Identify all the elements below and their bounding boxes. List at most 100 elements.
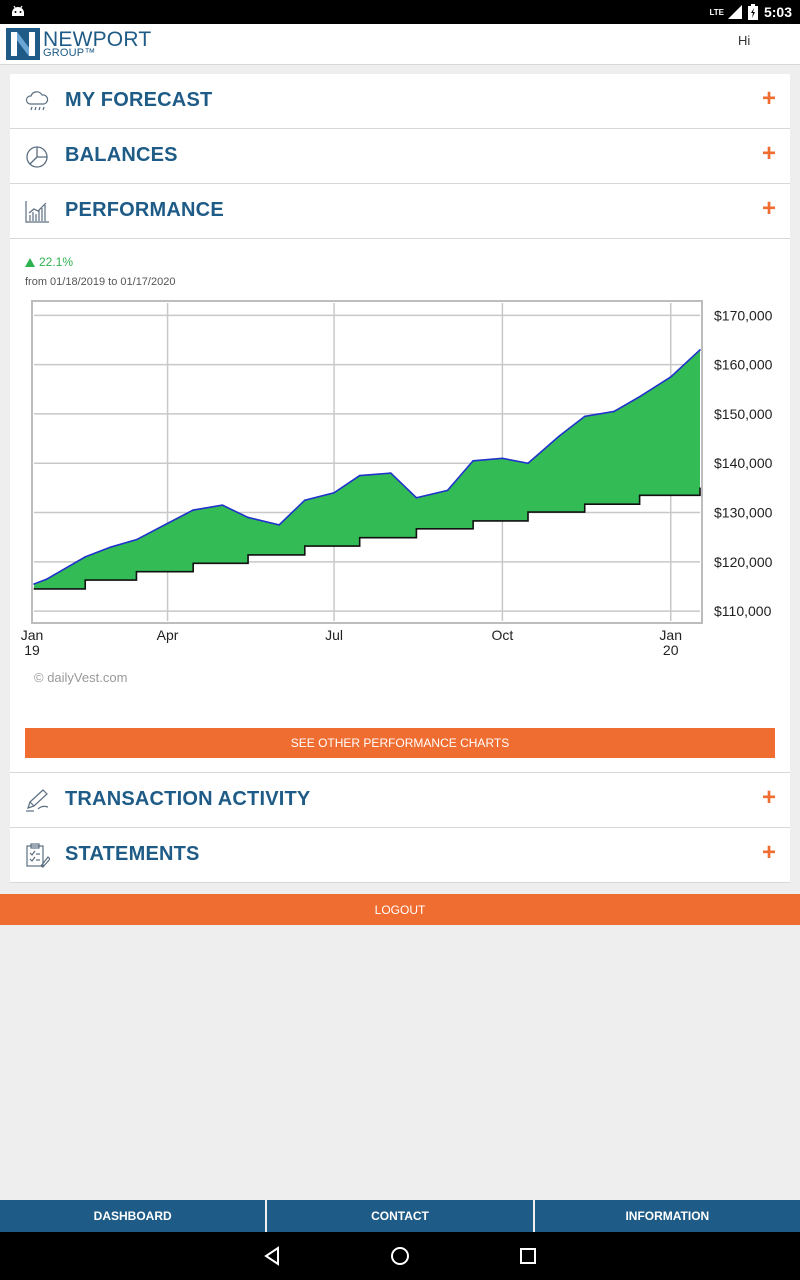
y-tick-label: $120,000 xyxy=(714,554,773,570)
app-header: NEWPORT GROUP™ Hi xyxy=(0,24,800,65)
expand-plus-icon[interactable]: + xyxy=(761,140,776,167)
y-tick-label: $130,000 xyxy=(714,505,773,521)
network-type: LTE xyxy=(709,7,724,17)
portfolio-point xyxy=(527,462,529,465)
clock: 5:03 xyxy=(763,4,792,20)
portfolio-point xyxy=(669,376,672,378)
y-tick-label: $140,000 xyxy=(714,455,773,471)
battery-icon xyxy=(747,4,758,20)
contribution-point xyxy=(192,562,194,564)
x-tick-label: Jan 19 xyxy=(21,627,44,658)
portfolio-point xyxy=(613,410,615,413)
section-label: TRANSACTION ACTIVITY xyxy=(65,788,311,810)
newport-logo-mark-icon xyxy=(6,28,40,60)
tab-contact[interactable]: CONTACT xyxy=(267,1200,533,1232)
x-tick-label: Oct xyxy=(492,627,514,643)
portfolio-point xyxy=(33,583,35,585)
x-tick-label: Apr xyxy=(157,627,179,643)
logout-button[interactable]: LOGOUT xyxy=(0,894,800,925)
contribution-point xyxy=(33,588,35,590)
portfolio-point xyxy=(221,504,224,506)
section-statements[interactable]: STATEMENTS + xyxy=(10,828,790,883)
bar-chart-icon xyxy=(25,201,49,223)
portfolio-point xyxy=(358,474,361,477)
accordion-panel: MY FORECAST + BALANCES + PERFORMANCE + 2… xyxy=(10,74,790,883)
portfolio-point xyxy=(415,496,418,499)
tab-dashboard[interactable]: DASHBOARD xyxy=(0,1200,266,1232)
expand-plus-icon[interactable]: + xyxy=(761,85,776,112)
section-transaction-activity[interactable]: TRANSACTION ACTIVITY + xyxy=(10,773,790,828)
portfolio-point xyxy=(46,578,48,580)
performance-change-value: 22.1% xyxy=(39,255,74,269)
performance-change: 22.1% xyxy=(25,255,73,269)
y-tick-label: $110,000 xyxy=(714,603,772,619)
portfolio-point xyxy=(699,349,701,351)
contribution-point xyxy=(584,503,586,505)
pen-icon xyxy=(26,789,49,812)
performance-chart: $110,000 $120,000 $130,000 $140,000 $150,000… xyxy=(21,300,773,685)
portfolio-point xyxy=(638,395,641,398)
contribution-point xyxy=(304,545,306,547)
y-tick-label: $160,000 xyxy=(714,357,773,373)
expand-plus-icon[interactable]: + xyxy=(761,784,776,811)
section-balances[interactable]: BALANCES + xyxy=(10,129,790,184)
clipboard-icon xyxy=(26,843,50,868)
performance-period: from 01/18/2019 to 01/17/2020 xyxy=(25,276,176,288)
x-tick-label: Jan 20 xyxy=(659,627,682,658)
android-icon xyxy=(12,5,24,16)
portfolio-point xyxy=(58,570,61,573)
portfolio-point xyxy=(558,435,560,437)
portfolio-point xyxy=(135,538,138,541)
status-bar: LTE 5:03 xyxy=(0,0,800,24)
section-performance[interactable]: PERFORMANCE + xyxy=(10,184,790,239)
section-my-forecast[interactable]: MY FORECAST + xyxy=(10,74,790,129)
logo-text-group: GROUP™ xyxy=(43,47,96,59)
logo-text-newport: NEWPORT xyxy=(43,28,152,51)
bottom-navigation: DASHBOARD CONTACT INFORMATION xyxy=(0,1200,800,1232)
portfolio-point xyxy=(501,457,504,460)
contribution-point xyxy=(84,579,86,581)
portfolio-point xyxy=(110,546,112,548)
contribution-point xyxy=(247,554,249,556)
contribution-point xyxy=(135,571,138,573)
portfolio-value-line xyxy=(33,349,701,585)
contribution-point xyxy=(359,537,361,539)
see-other-charts-button[interactable]: SEE OTHER PERFORMANCE CHARTS xyxy=(25,728,775,758)
contribution-point xyxy=(415,528,418,530)
newport-logo[interactable]: NEWPORT GROUP™ xyxy=(6,28,151,60)
user-greeting: Hi xyxy=(738,33,751,48)
section-label: BALANCES xyxy=(65,144,178,166)
section-label: STATEMENTS xyxy=(65,843,200,865)
portfolio-point xyxy=(446,489,449,492)
expand-plus-icon[interactable]: + xyxy=(761,839,776,866)
contribution-point xyxy=(527,511,529,513)
cloud-rain-icon xyxy=(25,91,49,111)
portfolio-point xyxy=(472,459,474,462)
y-tick-label: $150,000 xyxy=(714,406,773,422)
up-arrow-icon xyxy=(25,257,35,267)
section-label: PERFORMANCE xyxy=(65,199,224,221)
contribution-point xyxy=(639,494,641,496)
home-icon[interactable] xyxy=(388,1244,412,1268)
chart-watermark: © dailyVest.com xyxy=(34,670,127,685)
back-icon[interactable] xyxy=(260,1244,284,1268)
tab-information[interactable]: INFORMATION xyxy=(534,1200,800,1232)
portfolio-point xyxy=(84,556,87,558)
portfolio-point xyxy=(389,472,392,474)
performance-panel: 22.1% from 01/18/2019 to 01/17/2020 $110… xyxy=(10,239,790,773)
signal-icon xyxy=(727,5,742,19)
gain-area xyxy=(34,349,700,589)
portfolio-point xyxy=(303,499,306,502)
expand-plus-icon[interactable]: + xyxy=(761,195,776,222)
portfolio-point xyxy=(166,522,169,525)
contribution-point xyxy=(472,520,474,522)
y-tick-label: $170,000 xyxy=(714,307,773,323)
portfolio-point xyxy=(583,415,586,418)
recents-icon[interactable] xyxy=(516,1244,540,1268)
section-label: MY FORECAST xyxy=(65,89,213,111)
x-tick-label: Jul xyxy=(325,627,343,643)
pie-chart-icon xyxy=(26,146,48,168)
portfolio-point xyxy=(192,509,194,511)
system-navigation-bar xyxy=(0,1232,800,1280)
contribution-point xyxy=(699,487,701,489)
